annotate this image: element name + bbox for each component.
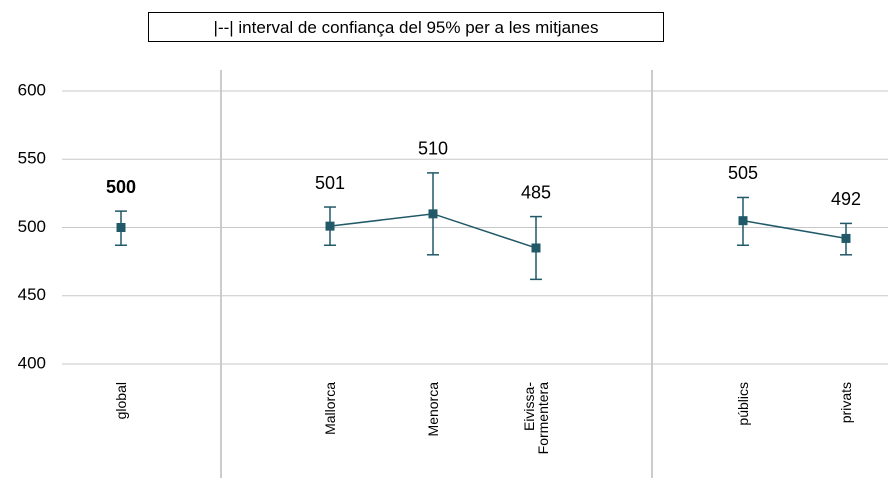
- marker: [841, 233, 851, 243]
- x-tick-label: Menorca: [425, 382, 441, 437]
- data-label: 485: [521, 182, 551, 202]
- x-tick-label: Eivissa- Formentera: [521, 382, 551, 455]
- marker: [325, 221, 335, 231]
- x-tick-label: públics: [735, 382, 751, 426]
- y-tick-label: 400: [18, 353, 46, 372]
- x-tick-label: global: [113, 382, 129, 420]
- data-label: 510: [418, 139, 448, 159]
- marker: [116, 223, 126, 232]
- y-tick-label: 550: [18, 149, 46, 168]
- x-tick-label: Mallorca: [322, 382, 338, 435]
- data-label: 505: [728, 163, 758, 183]
- y-tick-label: 450: [18, 285, 46, 304]
- marker: [738, 216, 748, 226]
- data-label: 501: [315, 173, 345, 193]
- marker: [428, 209, 438, 219]
- data-label: 500: [106, 177, 136, 197]
- data-label: 492: [831, 189, 861, 209]
- y-tick-label: 600: [18, 80, 46, 99]
- legend: |--| interval de confiança del 95% per a…: [148, 12, 664, 42]
- x-tick-label: privats: [838, 382, 854, 424]
- line: [742, 219, 847, 240]
- marker: [531, 243, 541, 253]
- y-tick-label: 500: [18, 217, 46, 236]
